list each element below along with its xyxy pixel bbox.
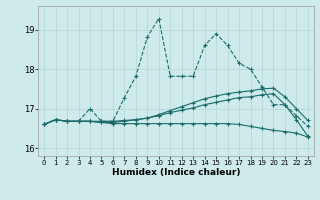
X-axis label: Humidex (Indice chaleur): Humidex (Indice chaleur) [112,168,240,177]
